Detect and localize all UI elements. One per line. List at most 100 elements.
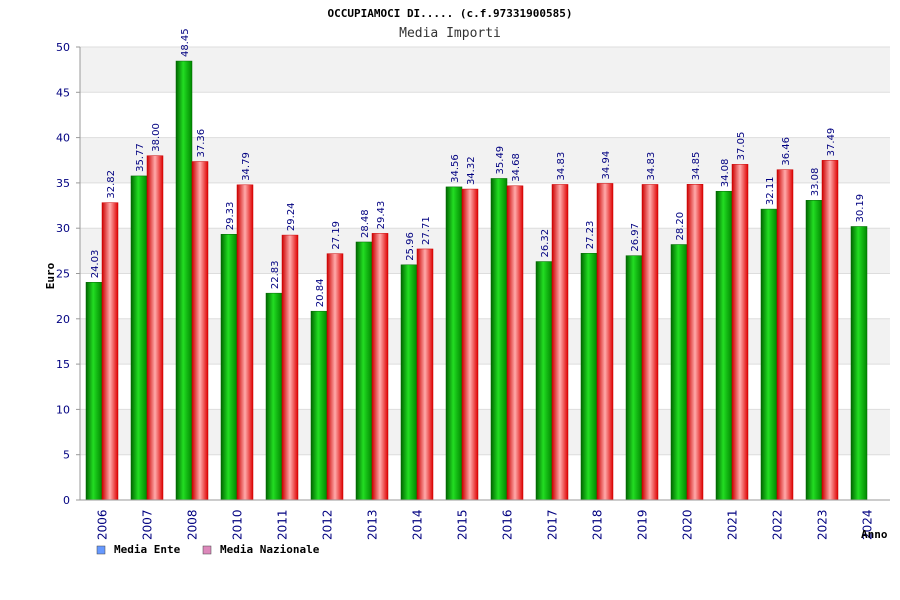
value-label-media-ente-2021: 34.08	[720, 159, 731, 188]
y-tick-label: 0	[63, 494, 70, 507]
bar-media-nazionale-2006	[101, 202, 119, 501]
value-label-media-nazionale-2020: 34.85	[691, 152, 702, 181]
bar-media-nazionale-2021	[731, 164, 749, 501]
value-label-media-nazionale-2014: 27.71	[421, 216, 432, 245]
plot-band	[80, 137, 890, 183]
value-label-media-ente-2011: 22.83	[270, 261, 281, 290]
bar-media-ente-2021	[715, 190, 733, 501]
bar-media-nazionale-2018	[596, 183, 614, 501]
bar-media-ente-2022	[760, 208, 778, 501]
bar-media-ente-2014	[400, 264, 418, 501]
value-label-media-ente-2022: 32.11	[765, 176, 776, 205]
bar-media-nazionale-2019	[641, 184, 659, 501]
x-axis-label: Anno	[861, 528, 888, 541]
plot-band	[80, 182, 890, 229]
y-axis-ticks: 0 5 10 15 20 25 30 35 40 45 50	[56, 41, 80, 507]
bar-media-nazionale-2008	[191, 161, 209, 501]
value-label-media-ente-2024: 30.19	[855, 194, 866, 223]
x-tick-label-2022: 2022	[771, 509, 785, 540]
value-label-media-ente-2006: 24.03	[90, 250, 101, 279]
bar-media-nazionale-2015	[461, 188, 479, 501]
bar-media-ente-2016	[490, 178, 508, 501]
y-tick-label: 15	[56, 358, 70, 371]
bar-media-nazionale-2007	[146, 155, 164, 501]
bar-media-ente-2011	[265, 292, 283, 501]
x-tick-label-2019: 2019	[636, 509, 650, 540]
plot-band	[80, 318, 890, 365]
value-label-media-nazionale-2018: 34.94	[601, 151, 612, 180]
value-label-media-nazionale-2021: 37.05	[736, 132, 747, 161]
legend: Media Ente Media Nazionale	[96, 543, 320, 556]
value-label-media-ente-2012: 20.84	[315, 279, 326, 308]
x-axis-ticks: 2006 2007 2008 2010 2011 2012 2013 2014 2015 2016…	[96, 509, 875, 540]
x-tick-label-2016: 2016	[501, 509, 515, 540]
value-label-media-nazionale-2017: 34.83	[556, 152, 567, 181]
plot-background	[80, 47, 890, 500]
x-tick-label-2021: 2021	[726, 509, 740, 540]
value-label-media-nazionale-2013: 29.43	[376, 201, 387, 230]
value-label-media-nazionale-2008: 37.36	[196, 129, 207, 158]
value-label-media-ente-2015: 34.56	[450, 154, 461, 183]
value-label-media-ente-2008: 48.45	[180, 28, 191, 57]
y-tick-label: 10	[56, 403, 70, 416]
bar-media-ente-2017	[535, 261, 553, 501]
y-tick-label: 45	[56, 86, 70, 99]
bar-media-ente-2007	[130, 175, 148, 501]
value-label-media-ente-2016: 35.49	[495, 146, 506, 175]
value-label-media-nazionale-2022: 36.46	[781, 137, 792, 166]
bar-media-nazionale-2023	[821, 160, 839, 501]
bar-media-ente-2023	[805, 200, 823, 501]
value-label-media-ente-2020: 28.20	[675, 212, 686, 241]
plot-band	[80, 92, 890, 138]
bar-media-ente-2024	[850, 226, 868, 501]
bar-media-nazionale-2013	[371, 233, 389, 501]
x-tick-label-2010: 2010	[231, 509, 245, 540]
plot-band	[80, 409, 890, 455]
bar-media-ente-2020	[670, 244, 688, 501]
bar-media-nazionale-2020	[686, 184, 704, 501]
x-tick-label-2015: 2015	[456, 509, 470, 540]
bar-media-ente-2006	[85, 282, 103, 501]
value-label-media-ente-2018: 27.23	[585, 221, 596, 250]
y-tick-label: 35	[56, 177, 70, 190]
bar-media-nazionale-2017	[551, 184, 569, 501]
bar-media-nazionale-2014	[416, 248, 434, 501]
plot-band	[80, 364, 890, 410]
bar-media-ente-2008	[175, 60, 193, 501]
value-label-media-ente-2019: 26.97	[630, 223, 641, 252]
legend-swatch-media-ente	[96, 545, 106, 555]
bar-media-nazionale-2012	[326, 253, 344, 501]
chart-subtitle: Media Importi	[399, 26, 501, 41]
legend-label-media-nazionale: Media Nazionale	[220, 543, 320, 556]
y-tick-label: 30	[56, 222, 70, 235]
y-tick-label: 5	[63, 449, 70, 462]
x-tick-label-2012: 2012	[321, 509, 335, 540]
bar-media-nazionale-2011	[281, 234, 299, 501]
bar-media-nazionale-2016	[506, 185, 524, 501]
x-tick-label-2020: 2020	[681, 509, 695, 540]
bar-media-ente-2010	[220, 234, 238, 501]
plot-band	[80, 47, 890, 93]
value-label-media-ente-2014: 25.96	[405, 232, 416, 261]
x-tick-label-2011: 2011	[276, 509, 290, 540]
y-tick-label: 20	[56, 313, 70, 326]
x-tick-label-2013: 2013	[366, 509, 380, 540]
bar-media-ente-2015	[445, 186, 463, 501]
value-label-media-ente-2017: 26.32	[540, 229, 551, 258]
value-label-media-ente-2010: 29.33	[225, 202, 236, 231]
x-tick-label-2024: 2024	[861, 509, 875, 540]
x-tick-label-2007: 2007	[141, 509, 155, 540]
bar-media-ente-2019	[625, 255, 643, 501]
x-tick-label-2006: 2006	[96, 509, 110, 540]
legend-label-media-ente: Media Ente	[114, 543, 181, 556]
legend-swatch-media-nazionale	[202, 545, 212, 555]
value-label-media-nazionale-2016: 34.68	[511, 153, 522, 182]
value-label-media-nazionale-2006: 32.82	[106, 170, 117, 199]
x-tick-label-2018: 2018	[591, 509, 605, 540]
bar-media-nazionale-2022	[776, 169, 794, 501]
value-label-media-nazionale-2015: 34.32	[466, 156, 477, 185]
value-label-media-nazionale-2007: 38.00	[151, 123, 162, 152]
bar-media-ente-2018	[580, 253, 598, 501]
y-tick-label: 50	[56, 41, 70, 54]
